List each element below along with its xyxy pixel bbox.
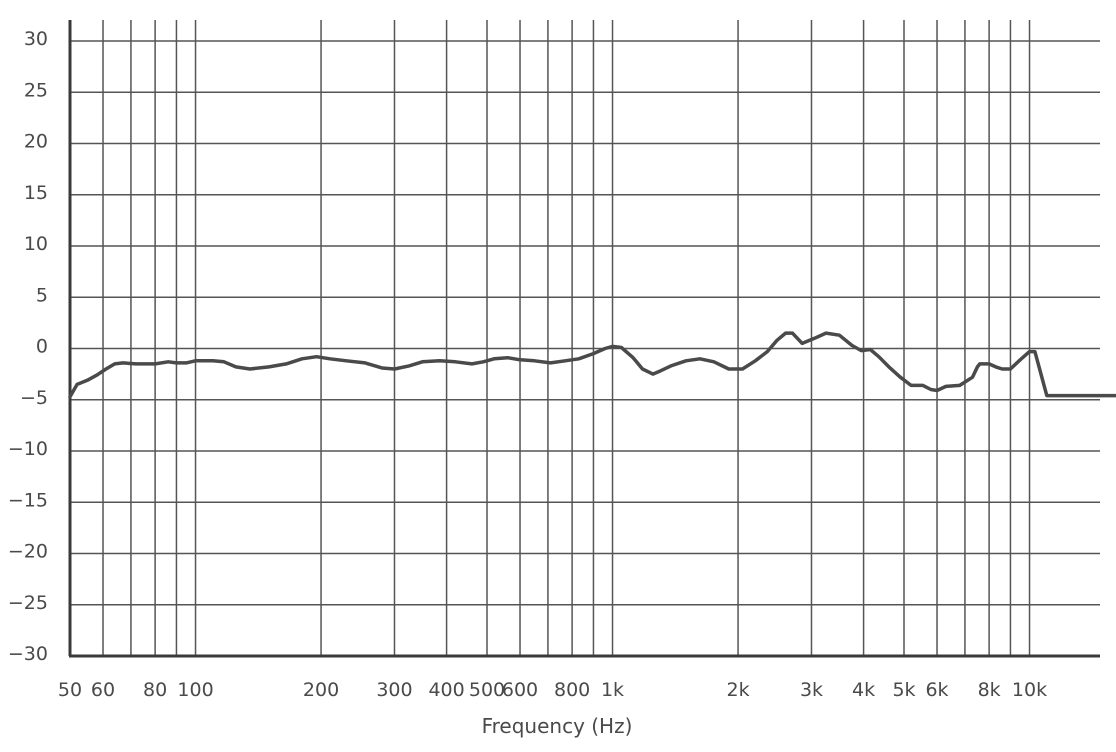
x-tick-label: 400 — [428, 679, 464, 701]
x-tick-label: 300 — [376, 679, 412, 701]
x-tick-label: 80 — [143, 679, 167, 701]
y-tick-label: −25 — [8, 592, 48, 614]
y-tick-label: −5 — [20, 387, 48, 409]
y-tick-label: −15 — [8, 489, 48, 511]
y-tick-label: 25 — [24, 79, 48, 101]
x-tick-label: 10k — [1012, 679, 1047, 701]
x-tick-label: 3k — [800, 679, 823, 701]
y-tick-label: −10 — [8, 438, 48, 460]
x-axis-title: Frequency (Hz) — [482, 714, 633, 738]
frequency-response-line — [68, 331, 1116, 399]
y-tick-label: 15 — [24, 182, 48, 204]
y-tick-label: −30 — [8, 643, 48, 665]
x-tick-label: 50 — [58, 679, 82, 701]
y-tick-label: 10 — [24, 233, 48, 255]
x-tick-label: 100 — [177, 679, 213, 701]
y-tick-label: −20 — [8, 541, 48, 563]
x-tick-label: 200 — [303, 679, 339, 701]
x-tick-label: 4k — [852, 679, 875, 701]
y-tick-label: 30 — [24, 28, 48, 50]
axes — [68, 20, 1100, 658]
y-tick-label: 20 — [24, 131, 48, 153]
series-layer — [68, 331, 1116, 399]
x-tick-label: 1k — [601, 679, 624, 701]
y-tick-label: 0 — [36, 336, 48, 358]
x-tick-label: 800 — [554, 679, 590, 701]
x-tick-label: 500 — [469, 679, 505, 701]
y-tick-label: 5 — [36, 284, 48, 306]
y-gridlines — [70, 40, 1100, 606]
x-tick-label: 2k — [727, 679, 750, 701]
x-tick-label: 600 — [502, 679, 538, 701]
x-tick-label: 8k — [978, 679, 1001, 701]
x-gridlines — [102, 20, 1031, 656]
y-tick-labels: 30 25 20 15 10 5 0 −5 −10 −15 −20 −25 −30 — [8, 28, 48, 665]
x-tick-label: 5k — [892, 679, 915, 701]
x-tick-label: 60 — [91, 679, 115, 701]
x-tick-label: 6k — [925, 679, 948, 701]
